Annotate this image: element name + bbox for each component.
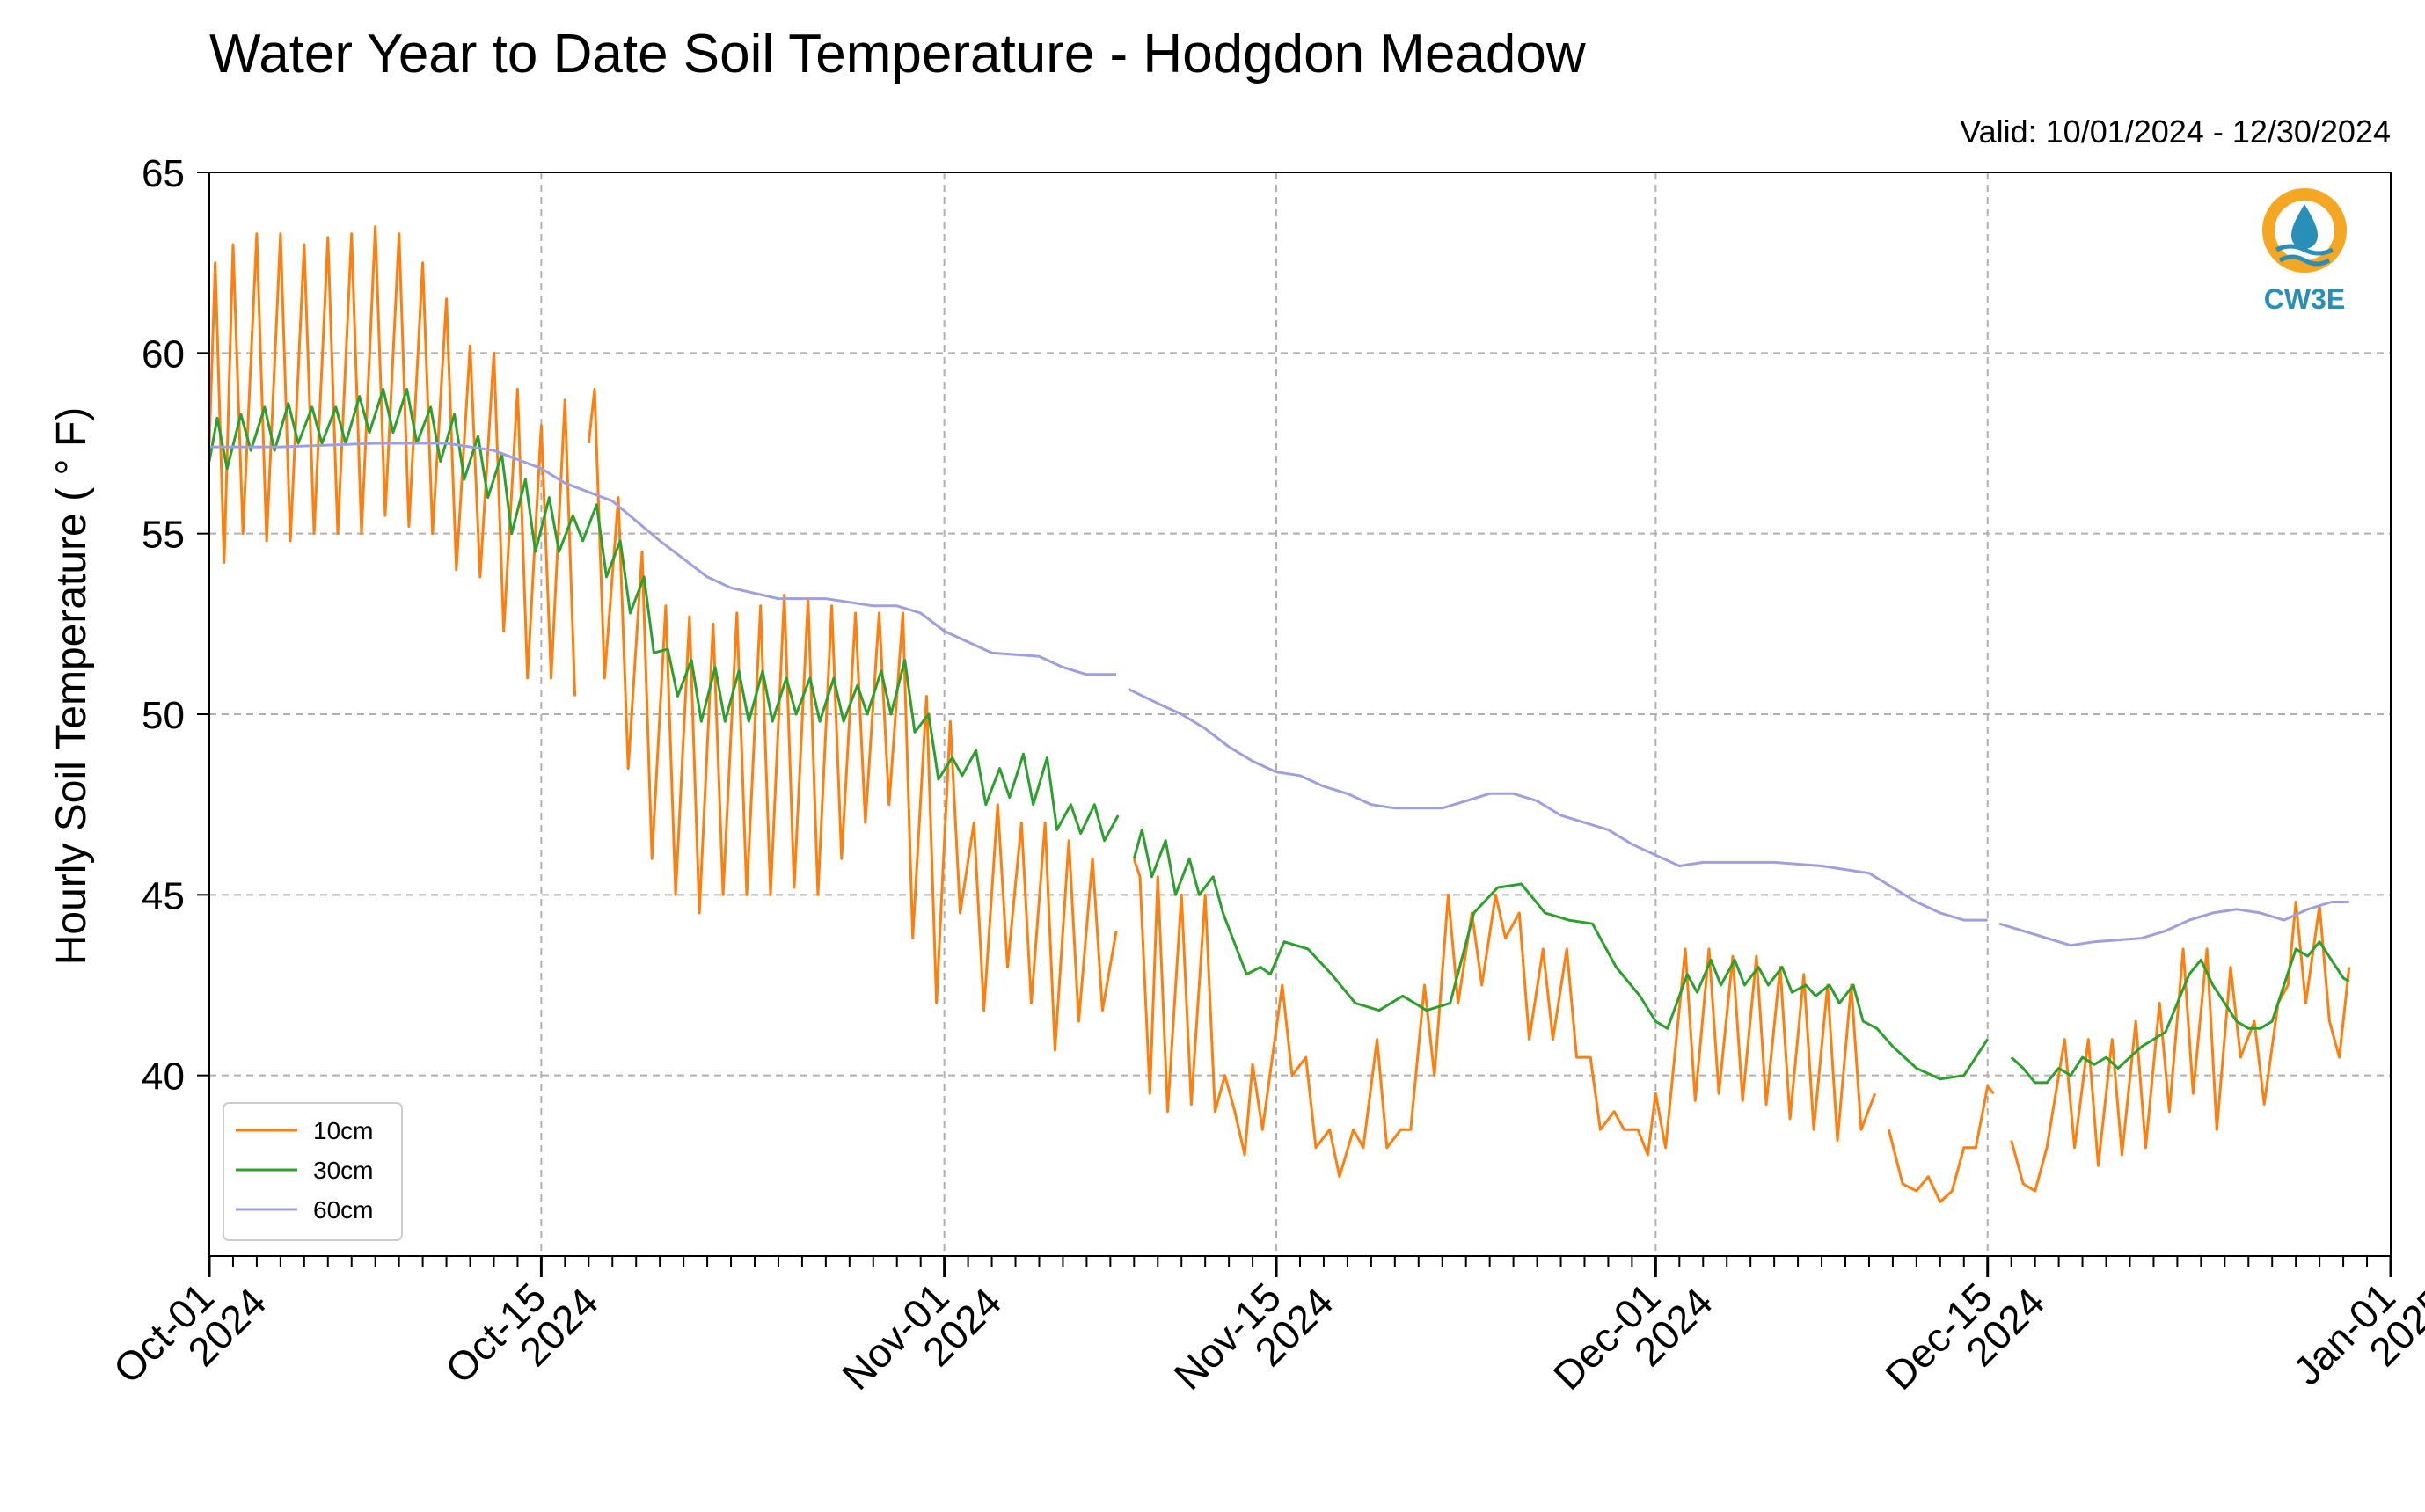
legend-label-60cm: 60cm [313, 1196, 373, 1223]
y-tick-label: 60 [142, 332, 185, 376]
grid-lines [209, 172, 2391, 1256]
logo-wave-1 [2275, 244, 2334, 256]
legend-label-10cm: 10cm [313, 1117, 373, 1144]
series-lines [208, 225, 2351, 1203]
logo-wave-2 [2278, 254, 2331, 267]
legend: 10cm 30cm 60cm [223, 1102, 403, 1241]
series-line-60cm [209, 442, 2349, 947]
series-line-10cm [208, 225, 2351, 1203]
y-tick-label: 45 [142, 874, 185, 917]
y-axis-label: Hourly Soil Temperature ( ° F) [48, 407, 95, 966]
y-tick-label: 65 [142, 152, 185, 195]
y-tick-label: 55 [142, 514, 185, 557]
logo-text: CW3E [2264, 283, 2345, 315]
legend-frame [223, 1102, 403, 1241]
water-drop-icon [2291, 204, 2318, 249]
chart-title: Water Year to Date Soil Temperature - Ho… [209, 24, 1586, 84]
cw3e-logo: CW3E [2262, 188, 2347, 315]
y-tick-label: 40 [142, 1055, 185, 1099]
series-line-30cm [208, 387, 2350, 1085]
y-axis-ticks: 40 45 50 55 60 65 [142, 152, 209, 1099]
valid-date-range: Valid: 10/01/2024 - 12/30/2024 [1960, 113, 2391, 150]
y-tick-label: 50 [142, 694, 185, 737]
legend-label-30cm: 30cm [313, 1157, 373, 1184]
